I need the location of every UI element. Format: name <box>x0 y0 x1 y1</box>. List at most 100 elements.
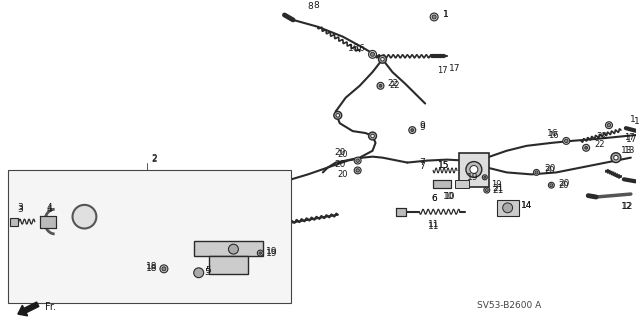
Bar <box>194 241 263 256</box>
Circle shape <box>228 244 239 254</box>
Text: 12: 12 <box>621 202 632 211</box>
Text: 18: 18 <box>145 264 157 273</box>
Text: 10: 10 <box>444 192 455 201</box>
Text: 20: 20 <box>334 160 346 169</box>
Text: 2: 2 <box>151 154 157 163</box>
Text: 5: 5 <box>205 266 211 275</box>
Text: 1: 1 <box>630 115 636 124</box>
Text: 19: 19 <box>467 173 479 182</box>
Text: 20: 20 <box>334 148 346 157</box>
Text: 20: 20 <box>545 164 556 173</box>
Circle shape <box>369 50 376 58</box>
Circle shape <box>485 189 488 192</box>
Circle shape <box>611 153 621 163</box>
Circle shape <box>585 146 588 149</box>
Circle shape <box>484 176 486 178</box>
Circle shape <box>334 111 342 119</box>
Text: 1: 1 <box>443 11 449 19</box>
Circle shape <box>548 182 554 188</box>
Circle shape <box>379 85 382 87</box>
Text: 11: 11 <box>428 222 440 231</box>
Circle shape <box>430 13 438 21</box>
Text: 3: 3 <box>17 203 23 212</box>
FancyArrow shape <box>18 302 39 316</box>
Circle shape <box>564 139 568 143</box>
Circle shape <box>550 184 553 187</box>
Text: 18: 18 <box>145 262 157 271</box>
Circle shape <box>411 129 413 131</box>
Text: 16: 16 <box>547 129 558 137</box>
Circle shape <box>535 171 538 174</box>
Text: 19: 19 <box>266 249 278 257</box>
Text: SV53-B2600 A: SV53-B2600 A <box>477 301 541 310</box>
Text: 4: 4 <box>47 203 52 212</box>
Text: 8: 8 <box>313 1 319 10</box>
Text: 1: 1 <box>634 117 639 126</box>
Text: 13: 13 <box>621 146 632 155</box>
Circle shape <box>466 162 482 177</box>
Circle shape <box>356 169 360 172</box>
Text: 17: 17 <box>626 135 637 144</box>
Circle shape <box>371 52 374 56</box>
Circle shape <box>356 159 360 162</box>
Circle shape <box>336 114 340 117</box>
Text: 7: 7 <box>419 158 425 167</box>
Circle shape <box>582 145 589 151</box>
Circle shape <box>483 175 487 180</box>
Text: 3: 3 <box>17 205 23 214</box>
Circle shape <box>614 155 618 160</box>
Text: 7: 7 <box>419 162 425 171</box>
Text: 15: 15 <box>438 161 449 170</box>
Polygon shape <box>396 208 406 216</box>
Circle shape <box>605 122 612 129</box>
Circle shape <box>160 265 168 273</box>
Circle shape <box>72 205 97 228</box>
Bar <box>209 256 248 274</box>
Circle shape <box>534 169 540 175</box>
Text: 22: 22 <box>389 81 400 90</box>
Text: 13: 13 <box>624 146 636 155</box>
Circle shape <box>470 166 478 174</box>
Text: 22: 22 <box>387 79 399 88</box>
Text: 17: 17 <box>624 133 634 142</box>
Circle shape <box>162 267 166 271</box>
Circle shape <box>259 252 262 254</box>
Circle shape <box>607 123 611 127</box>
Text: 11: 11 <box>428 219 440 229</box>
Text: 17: 17 <box>449 64 461 73</box>
Circle shape <box>354 167 361 174</box>
Text: 9: 9 <box>419 121 425 130</box>
Bar <box>10 218 18 226</box>
Text: 6: 6 <box>431 194 437 203</box>
Circle shape <box>409 127 416 134</box>
Text: 4: 4 <box>47 205 52 214</box>
Text: 19: 19 <box>491 180 501 189</box>
Circle shape <box>369 132 376 140</box>
Text: 20: 20 <box>558 181 569 190</box>
Text: 15: 15 <box>438 161 449 170</box>
Text: 8: 8 <box>307 2 313 11</box>
Text: 1: 1 <box>443 11 449 19</box>
Text: 20: 20 <box>558 179 570 188</box>
Text: 20: 20 <box>337 150 348 159</box>
Text: 10: 10 <box>444 192 454 201</box>
Text: 16: 16 <box>354 44 365 53</box>
Text: 22: 22 <box>594 140 605 149</box>
Circle shape <box>502 203 513 213</box>
Text: 9: 9 <box>419 122 425 132</box>
Text: 5: 5 <box>205 268 211 277</box>
Bar <box>8 170 291 303</box>
Bar <box>497 200 518 216</box>
Text: 14: 14 <box>520 201 532 210</box>
Circle shape <box>381 57 384 61</box>
Text: 21: 21 <box>493 186 504 195</box>
Text: 20: 20 <box>337 170 348 179</box>
Circle shape <box>354 157 361 164</box>
Text: 22: 22 <box>596 132 607 141</box>
Text: Fr.: Fr. <box>45 302 56 312</box>
Text: 19: 19 <box>266 247 278 256</box>
Circle shape <box>257 250 263 256</box>
Text: 2: 2 <box>151 155 157 164</box>
Bar <box>459 153 489 187</box>
Bar <box>455 180 469 188</box>
